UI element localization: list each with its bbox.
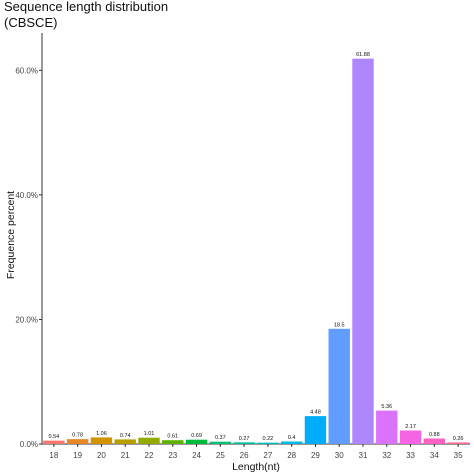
bar-value-label: 2.17 <box>405 424 416 430</box>
x-tick-label: 21 <box>121 451 130 460</box>
bar-27 <box>257 442 279 444</box>
x-tick-label: 24 <box>192 451 201 460</box>
bar-21 <box>114 439 136 444</box>
bar-25 <box>209 441 232 444</box>
bar-22 <box>138 437 160 444</box>
bar-28 <box>280 441 303 444</box>
bar-value-label: 0.69 <box>191 433 202 439</box>
bar-34 <box>423 438 446 444</box>
bar-23 <box>162 440 184 444</box>
y-tick-label: 40.0% <box>15 191 38 200</box>
y-axis-title: Frequence percent <box>5 191 17 279</box>
x-tick-label: 18 <box>49 451 58 460</box>
x-axis-title: Length(nt) <box>232 461 280 473</box>
bar-value-label: 0.88 <box>429 432 440 438</box>
y-tick-label: 0.0% <box>20 440 38 449</box>
bar-20 <box>90 437 113 444</box>
x-tick-label: 30 <box>335 451 344 460</box>
x-tick-label: 19 <box>73 451 82 460</box>
x-tick-label: 33 <box>406 451 415 460</box>
x-tick-label: 29 <box>311 451 320 460</box>
bar-value-label: 1.06 <box>96 431 107 437</box>
bar-value-label: 0.37 <box>215 435 226 441</box>
bar-18 <box>43 440 65 444</box>
bar-29 <box>304 416 327 444</box>
y-tick-label: 60.0% <box>15 66 38 75</box>
bar-value-label: 0.22 <box>263 436 274 442</box>
x-tick-label: 22 <box>145 451 154 460</box>
bar-value-label: 18.5 <box>334 322 345 328</box>
x-tick-label: 35 <box>454 451 463 460</box>
x-tick-label: 34 <box>430 451 439 460</box>
x-tick-label: 31 <box>359 451 368 460</box>
plot-area: 0.0% 20.0% 40.0% 60.0% 0.54 18 0.78 19 1.06 20 0.7… <box>15 33 470 460</box>
x-tick-label: 25 <box>216 451 225 460</box>
bar-33 <box>399 430 422 444</box>
bar-19 <box>66 439 89 444</box>
bar-value-label: 0.74 <box>120 433 131 439</box>
bar-value-label: 5.36 <box>381 404 392 410</box>
bar-value-label: 0.26 <box>453 436 464 442</box>
bar-31 <box>352 58 374 444</box>
bar-30 <box>328 328 350 444</box>
bar-32 <box>376 410 398 444</box>
x-tick-label: 27 <box>263 451 272 460</box>
bar-value-label: 1.01 <box>144 431 155 437</box>
bar-value-label: 61.88 <box>356 52 370 58</box>
bar-value-label: 0.27 <box>239 436 250 442</box>
bar-value-label: 0.4 <box>288 435 296 441</box>
x-tick-label: 26 <box>240 451 249 460</box>
bar-value-label: 0.54 <box>49 434 60 440</box>
bar-value-label: 0.61 <box>167 434 178 440</box>
bar-value-label: 0.78 <box>72 433 83 439</box>
bar-24 <box>185 439 208 444</box>
bar-26 <box>233 442 255 444</box>
chart-subtitle: (CBSCE) <box>4 15 57 30</box>
x-tick-label: 28 <box>287 451 296 460</box>
x-tick-label: 32 <box>382 451 391 460</box>
bar-35 <box>447 442 469 444</box>
x-tick-label: 20 <box>97 451 106 460</box>
bar-value-label: 4.48 <box>310 410 321 416</box>
y-tick-label: 20.0% <box>15 315 38 324</box>
chart-title: Sequence length distribution <box>4 0 168 14</box>
x-tick-label: 23 <box>168 451 177 460</box>
